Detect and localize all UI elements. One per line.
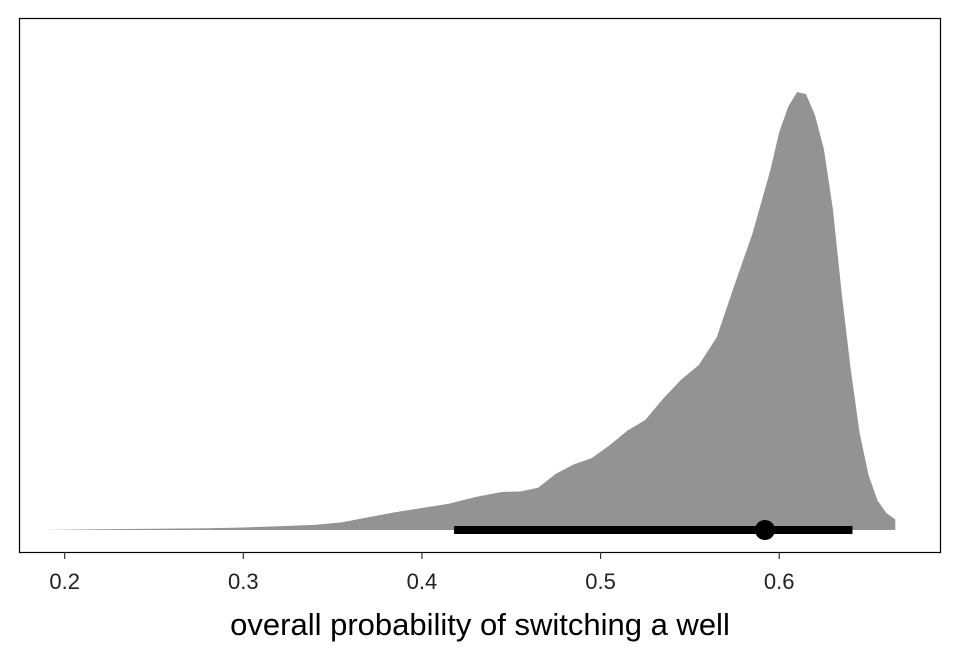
x-tick-label: 0.2 <box>49 569 80 594</box>
x-axis-ticks: 0.2 0.3 0.4 0.5 0.6 <box>49 552 795 594</box>
x-tick-label: 0.6 <box>764 569 795 594</box>
x-tick-label: 0.5 <box>585 569 616 594</box>
point-estimate <box>754 520 775 540</box>
panel-border <box>18 17 942 554</box>
x-tick-label: 0.4 <box>407 569 438 594</box>
density-area <box>43 92 896 530</box>
x-tick-label: 0.3 <box>228 569 259 594</box>
x-axis-title: overall probability of switching a well <box>230 607 730 642</box>
